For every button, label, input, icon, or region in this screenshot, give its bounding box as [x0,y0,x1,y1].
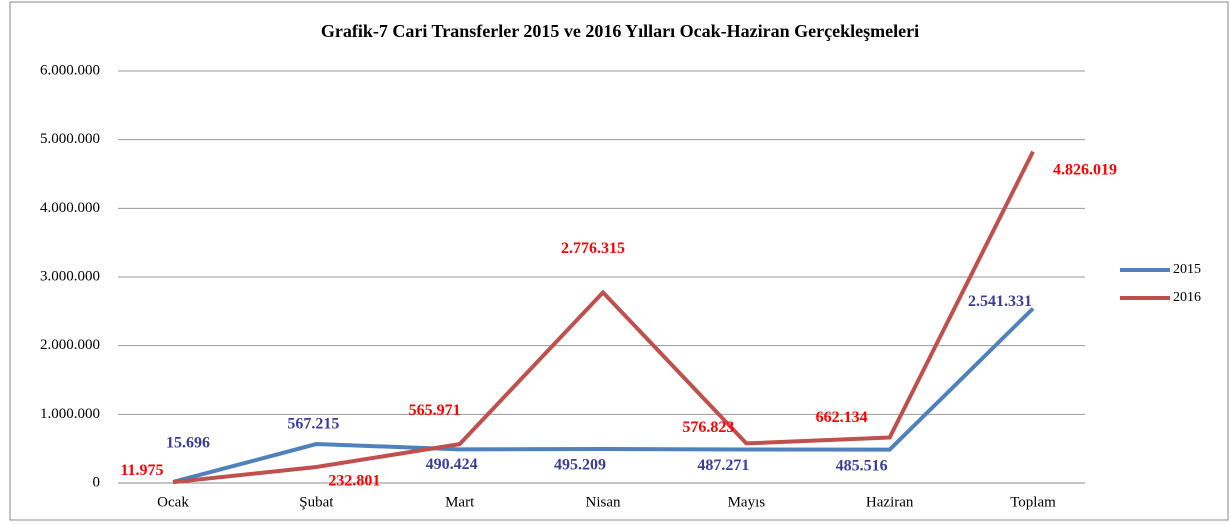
value-label: 565.971 [409,402,461,419]
value-label: 490.424 [426,456,478,473]
y-tick-label: 3.000.000 [40,268,100,284]
chart-frame [9,1,1229,521]
value-label: 4.826.019 [1053,161,1117,178]
series-line [172,307,1035,484]
x-tick-label: Mart [445,494,475,510]
chart-title: Grafik-7 Cari Transferler 2015 ve 2016 Y… [321,21,919,41]
value-label: 495.209 [554,457,606,474]
series-line [172,150,1035,485]
x-tick-label: Şubat [299,494,334,510]
value-label: 487.271 [697,457,749,474]
value-label: 11.975 [120,462,163,479]
value-label: 567.215 [287,416,339,433]
y-tick-label: 4.000.000 [40,200,100,216]
y-tick-label: 0 [93,474,101,490]
y-tick-label: 6.000.000 [40,62,100,78]
y-tick-label: 5.000.000 [40,131,100,147]
x-tick-label: Ocak [157,494,189,510]
legend-label: 2015 [1173,262,1201,277]
y-tick-label: 2.000.000 [40,337,100,353]
value-label: 662.134 [816,409,868,426]
x-tick-label: Haziran [866,494,914,510]
value-label: 485.516 [836,457,888,474]
x-tick-label: Mayıs [728,494,766,510]
value-label: 2.541.331 [968,293,1032,310]
value-label: 15.696 [166,435,210,452]
y-tick-label: 1.000.000 [40,406,100,422]
x-tick-label: Toplam [1010,494,1056,510]
value-label: 2.776.315 [561,240,625,257]
value-label: 232.801 [328,473,380,490]
legend-label: 2016 [1173,290,1201,305]
value-label: 576.823 [682,419,734,436]
x-tick-label: Nisan [586,494,621,510]
